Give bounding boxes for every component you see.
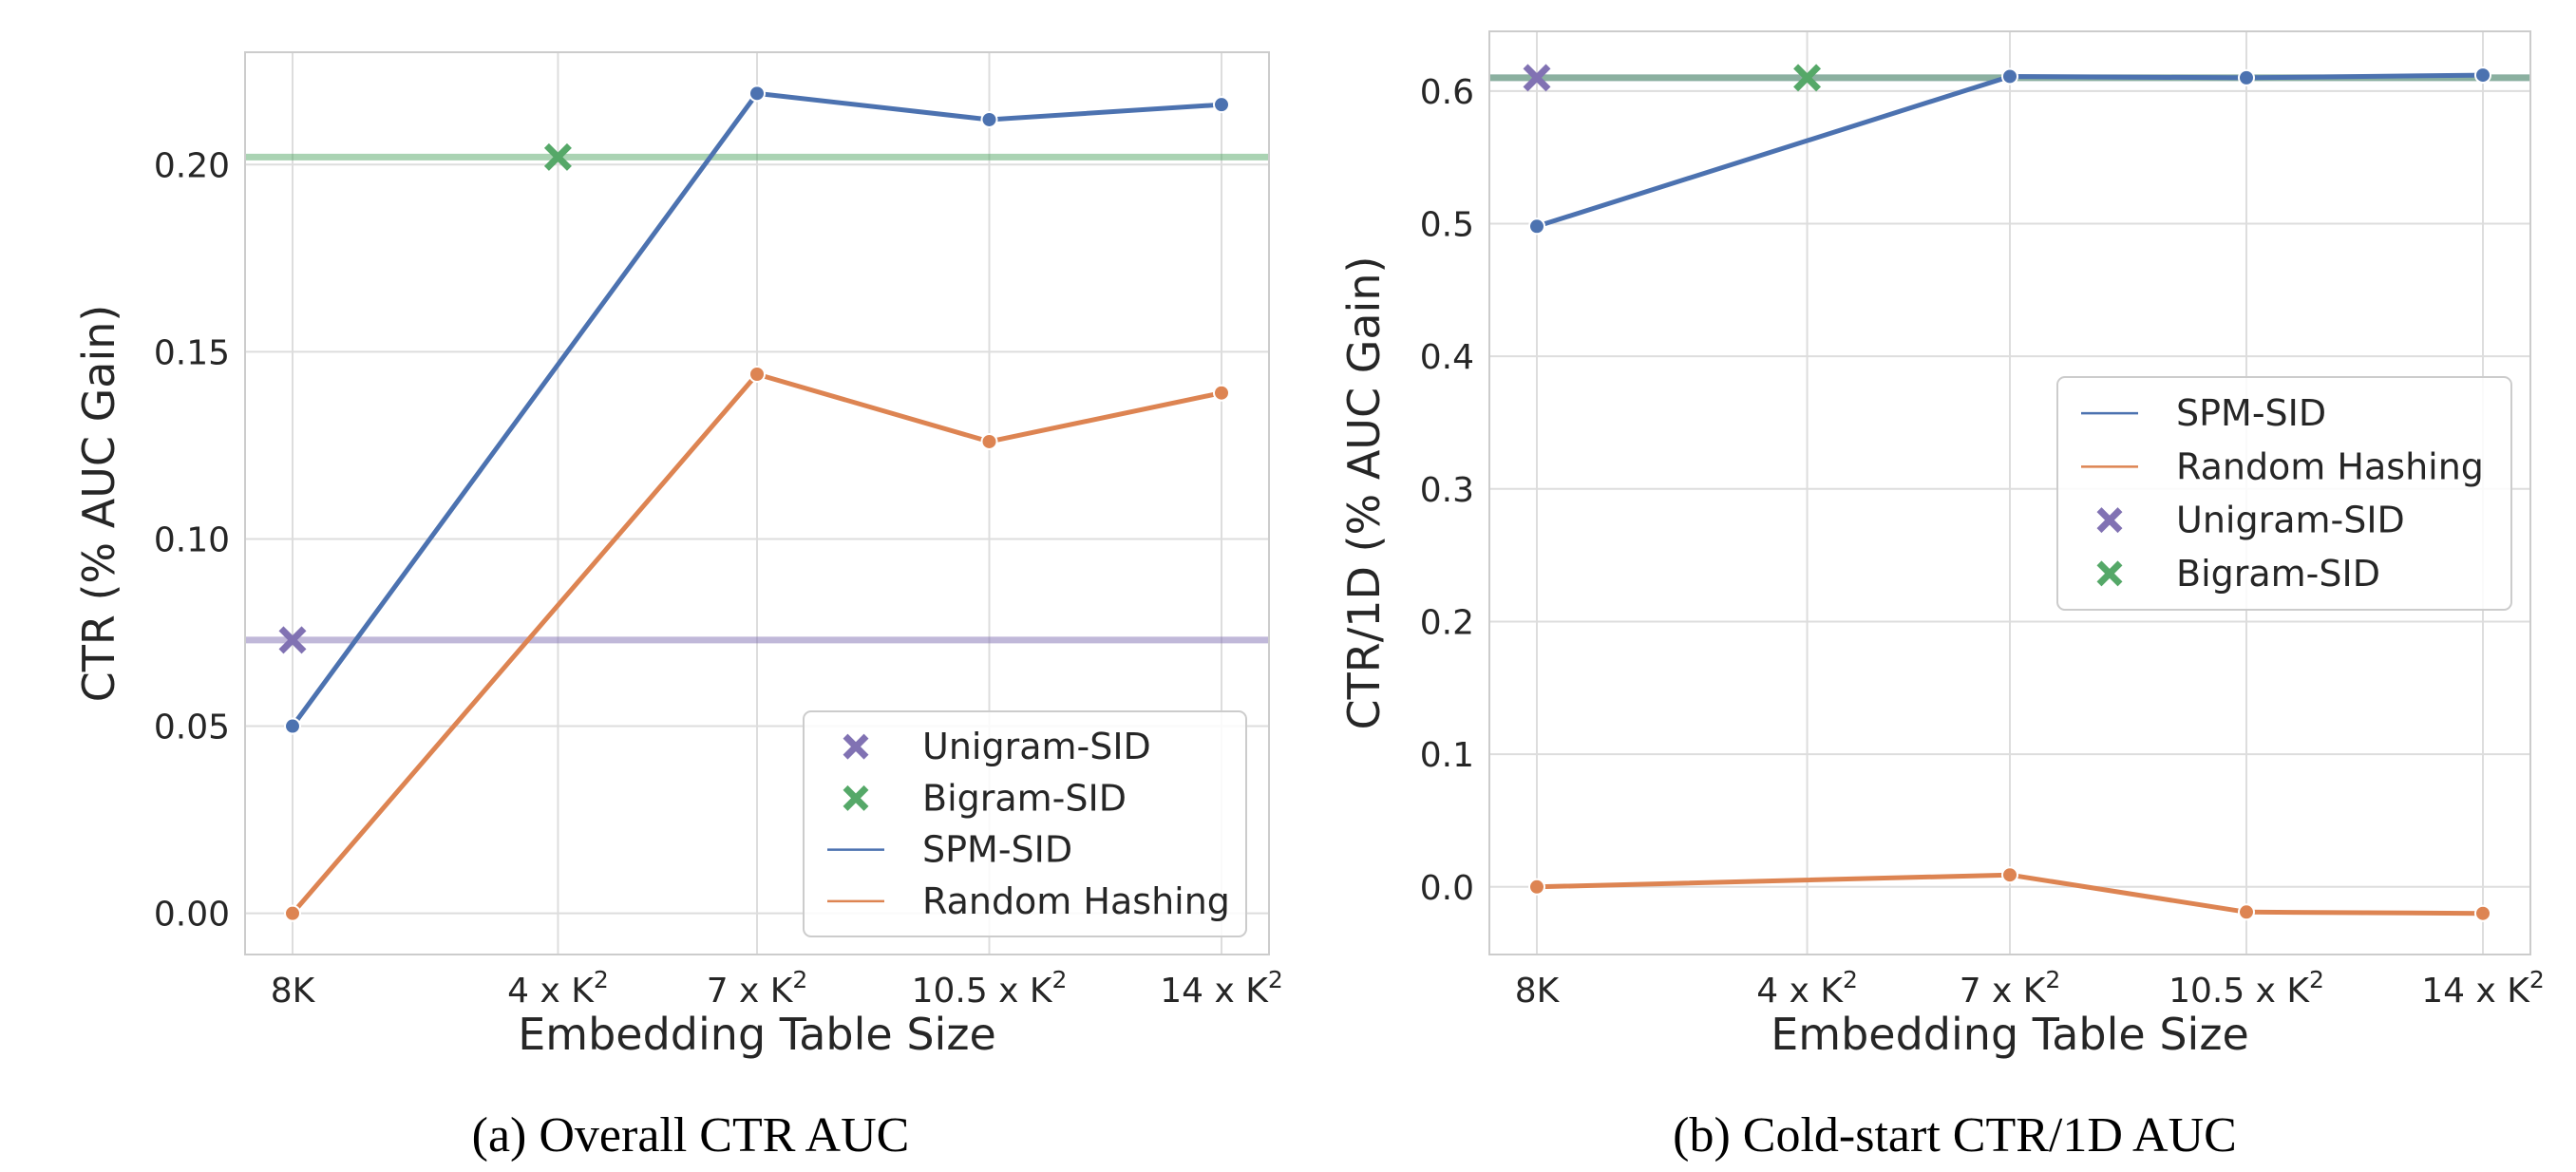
legend-entry-label: SPM-SID [2176, 392, 2326, 434]
marker-unigram-sid-stroke-2 [278, 626, 307, 654]
y-tick-label: 0.15 [154, 333, 230, 372]
data-point [748, 85, 766, 103]
x-tick-label: 14 x K2 [1160, 966, 1283, 1011]
x-axis-label: Embedding Table Size [1771, 1009, 2249, 1060]
legend-entry-label: Random Hashing [922, 880, 1230, 922]
y-axis-label: CTR/1D (% AUC Gain) [1338, 256, 1390, 730]
series-line-spm-sid [1536, 72, 2484, 229]
x-tick-label: 7 x K2 [707, 966, 808, 1011]
x-tick-label-base: 4 x K [1756, 972, 1844, 1011]
data-point [2001, 67, 2018, 85]
data-point [1213, 96, 1230, 114]
y-tick-label: 0.05 [154, 709, 230, 747]
legend-swatch-marker [843, 733, 869, 760]
legend-box [2056, 376, 2512, 611]
data-point [2238, 68, 2255, 86]
x-tick-label: 8K [1515, 972, 1561, 1011]
legend-entry-label: Unigram-SID [2176, 500, 2405, 541]
series-line-random-hashing [291, 371, 1222, 916]
x-tick-label-base: 14 x K [2421, 972, 2530, 1011]
caption-a: (a) Overall CTR AUC [472, 1108, 910, 1163]
series-line-spm-sid [290, 90, 1222, 728]
legend-entry-label: Unigram-SID [922, 726, 1151, 767]
x-tick-label-base: 8K [1515, 972, 1561, 1011]
marker-unigram-sid [1523, 64, 1551, 92]
x-tick-label-base: 10.5 x K [2169, 972, 2310, 1011]
y-tick-label: 0.0 [1420, 869, 1474, 908]
x-tick-label-base: 14 x K [1160, 972, 1269, 1011]
chart-panel-b: 0.00.10.20.30.40.50.68K 4 x K2 7 x K2 10.5 … [1338, 30, 2545, 1060]
x-tick-label-superscript: 2 [2045, 966, 2060, 993]
x-tick-label: 8K [271, 972, 316, 1011]
data-point [748, 366, 766, 384]
legend-swatch-marker-stroke-2 [2096, 507, 2123, 534]
legend: SPM-SID Random Hashing Unigram-SID Bigram-S… [2056, 376, 2512, 611]
legend-entry-label: Bigram-SID [922, 777, 1127, 819]
marker-unigram-sid [278, 626, 307, 654]
marker-bigram-sid-stroke-2 [543, 142, 572, 171]
x-tick-label-base: 4 x K [507, 972, 595, 1011]
x-tick-label-superscript: 2 [594, 966, 609, 993]
data-point [2238, 903, 2255, 921]
legend-swatch-marker [2096, 560, 2123, 587]
y-tick-label: 0.20 [154, 146, 230, 185]
legend-swatch-marker-stroke-2 [2096, 560, 2123, 587]
y-tick-label: 0.3 [1420, 471, 1474, 510]
x-tick-label-base: 10.5 x K [912, 972, 1053, 1011]
x-tick-label: 4 x K2 [1756, 966, 1858, 1011]
data-point [1528, 878, 1545, 896]
data-point [980, 432, 998, 450]
data-point [1528, 217, 1545, 236]
y-tick-label: 0.2 [1420, 603, 1474, 642]
data-point [980, 110, 998, 128]
y-axis-label: CTR (% AUC Gain) [73, 305, 124, 703]
axes-frame [244, 51, 1270, 955]
x-tick-label-superscript: 2 [2309, 966, 2324, 993]
x-tick-label-base: 7 x K [707, 972, 794, 1011]
x-tick-label: 10.5 x K2 [2169, 966, 2324, 1011]
legend-box [803, 710, 1247, 937]
x-tick-label-superscript: 2 [792, 966, 807, 993]
x-tick-label-base: 8K [271, 972, 316, 1011]
legend-swatch-marker [2096, 507, 2123, 534]
x-tick-label: 10.5 x K2 [912, 966, 1068, 1011]
y-tick-label: 0.00 [154, 896, 230, 935]
x-axis-label: Embedding Table Size [518, 1009, 996, 1060]
y-tick-label: 0.6 [1420, 73, 1474, 112]
x-tick-label-base: 7 x K [1960, 972, 2047, 1011]
x-tick-label-superscript: 2 [1052, 966, 1068, 993]
y-tick-label: 0.1 [1420, 736, 1474, 775]
x-tick-label-superscript: 2 [1268, 966, 1283, 993]
legend-swatch-marker-stroke-2 [843, 733, 869, 760]
y-tick-label: 0.4 [1420, 338, 1474, 377]
legend: Unigram-SID Bigram-SID SPM-SID Random Hashi… [803, 710, 1247, 937]
legend-entry-label: Bigram-SID [2176, 553, 2380, 595]
legend-entry-label: SPM-SID [922, 829, 1072, 871]
data-point [284, 717, 301, 735]
y-tick-label: 0.5 [1420, 206, 1474, 245]
legend-swatch-marker-stroke-2 [843, 784, 869, 811]
marker-unigram-sid-stroke-2 [1523, 64, 1551, 92]
x-tick-label: 4 x K2 [507, 966, 609, 1011]
marker-bigram-sid [1793, 64, 1822, 92]
x-tick-label-superscript: 2 [1843, 966, 1858, 993]
x-tick-label: 14 x K2 [2421, 966, 2545, 1011]
data-point [2474, 904, 2491, 922]
legend-swatch-marker [843, 784, 869, 811]
data-point [2001, 866, 2018, 884]
y-tick-label: 0.10 [154, 520, 230, 559]
data-point [1213, 384, 1230, 402]
legend-entry-label: Random Hashing [2176, 445, 2484, 487]
axes-frame [1488, 30, 2531, 955]
data-point [2474, 66, 2491, 85]
caption-b: (b) Cold-start CTR/1D AUC [1673, 1108, 2237, 1163]
data-point [284, 904, 301, 922]
x-tick-label-superscript: 2 [2529, 966, 2545, 993]
x-tick-label: 7 x K2 [1960, 966, 2061, 1011]
series-line-random-hashing [1536, 872, 2484, 917]
marker-bigram-sid [543, 142, 572, 171]
marker-bigram-sid-stroke-2 [1793, 64, 1822, 92]
